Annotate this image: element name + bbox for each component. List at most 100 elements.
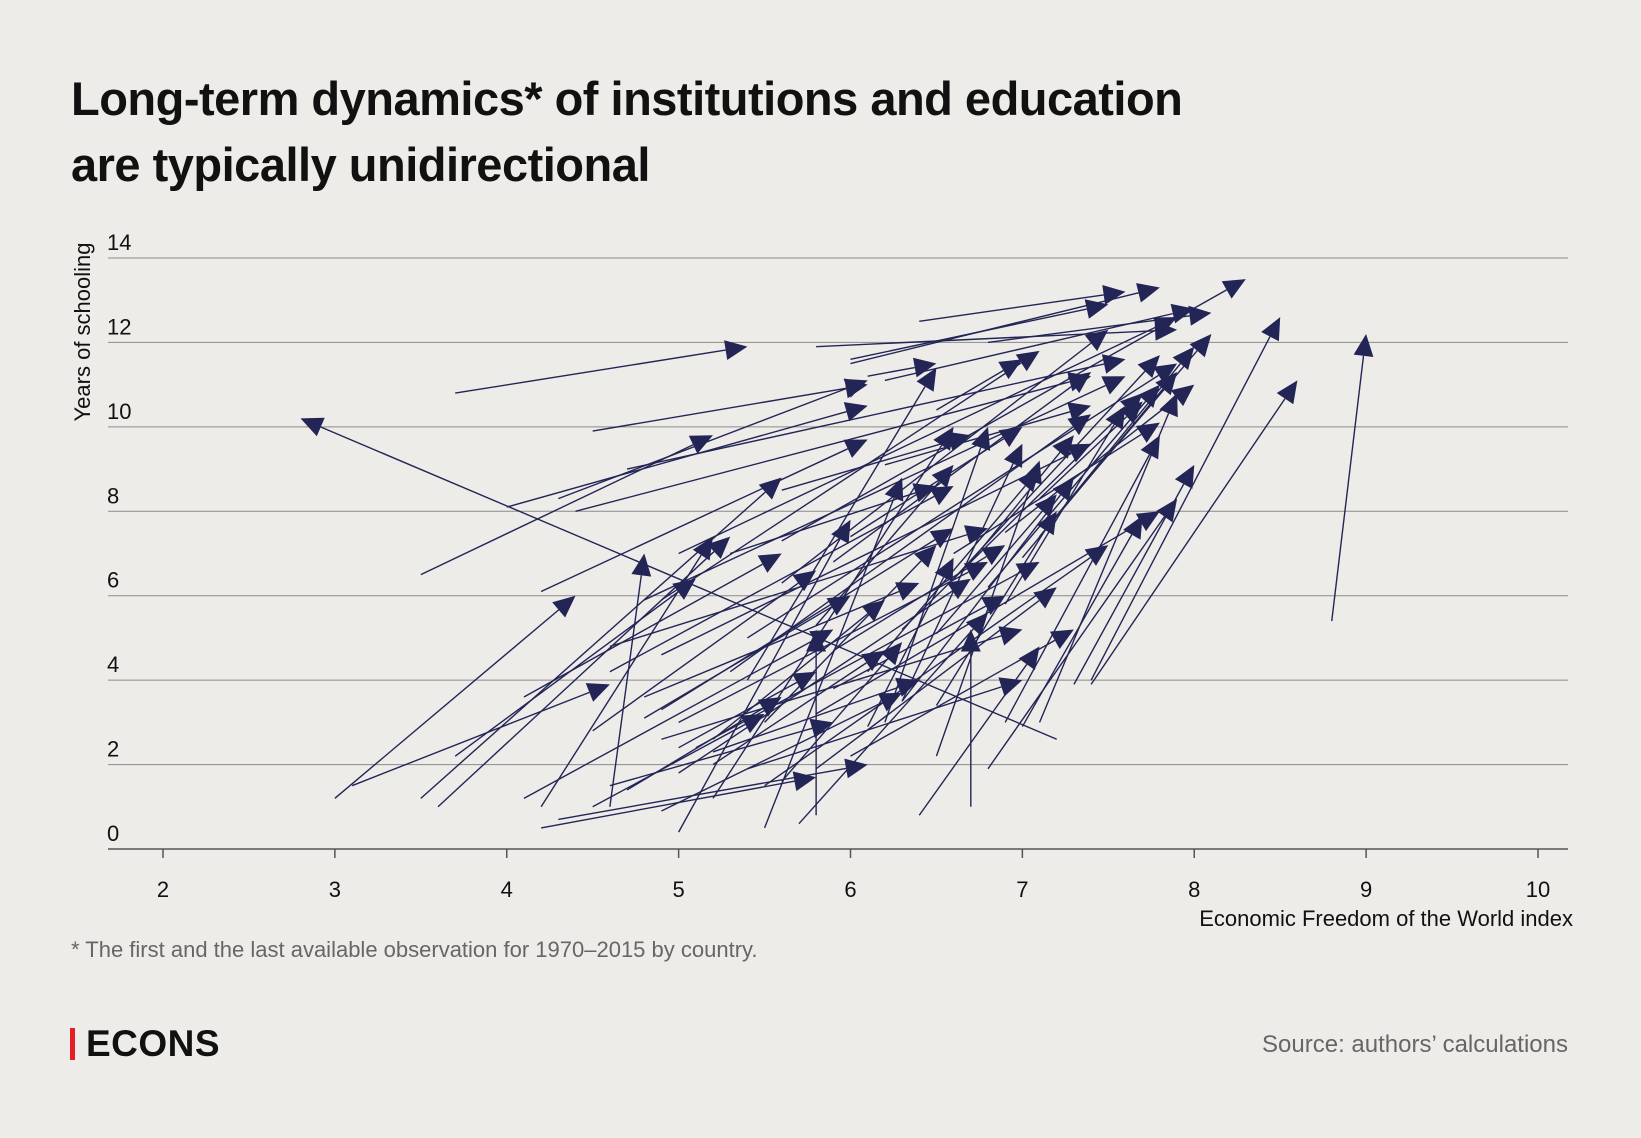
arrow-shaft [1004, 454, 1151, 723]
arrow-shaft [1039, 416, 1128, 500]
arrow-shaft [901, 408, 1128, 630]
country-arrow [609, 718, 834, 787]
country-arrow [643, 595, 851, 719]
arrow-head [895, 582, 920, 601]
arrow-head [981, 545, 1006, 566]
arrow-head [964, 525, 988, 545]
arrow-shaft [643, 606, 832, 719]
arrow-head [1353, 334, 1374, 357]
arrow-head [1033, 587, 1057, 609]
arrow-head [1123, 515, 1143, 540]
arrow-shaft [643, 384, 1106, 601]
arrow-head [1036, 511, 1057, 536]
arrow-shaft [781, 342, 1092, 584]
arrow-shaft [609, 575, 642, 807]
arrow-shaft [764, 560, 922, 723]
arrow-head [1049, 629, 1074, 649]
arrow-shaft [815, 599, 1040, 770]
arrow-shaft [661, 452, 1072, 656]
country-arrow [1004, 384, 1195, 533]
arrow-shaft [609, 727, 813, 787]
x-tick-label: 5 [673, 877, 685, 902]
arrow-head [1119, 401, 1143, 424]
arrow-shaft [678, 590, 953, 774]
arrow-head [585, 683, 610, 702]
country-arrow [678, 519, 851, 833]
arrow-head [1276, 380, 1298, 405]
y-tick-label: 8 [107, 483, 119, 508]
country-arrow [540, 439, 868, 593]
arrow-shaft [540, 780, 795, 829]
arrow-shaft [970, 451, 1061, 563]
arrow-head [1084, 545, 1109, 566]
country-arrow [523, 553, 782, 698]
country-arrow [747, 677, 1023, 770]
country-arrow [1090, 317, 1281, 681]
arrow-head [1135, 422, 1160, 443]
country-arrow [781, 431, 971, 491]
arrow-head [792, 570, 817, 592]
arrow-shaft [867, 485, 1026, 673]
country-arrow [1090, 380, 1298, 685]
arrow-head [931, 464, 954, 489]
x-tick-label: 9 [1360, 877, 1372, 902]
country-arrow [953, 422, 1160, 555]
country-arrow [334, 595, 576, 799]
country-arrow [506, 402, 868, 508]
country-arrow [884, 402, 1092, 466]
country-arrow [987, 384, 1160, 588]
arrow-head [1105, 405, 1126, 430]
arrow-shaft [1021, 534, 1133, 727]
arrow-head [300, 417, 325, 437]
arrow-shaft [643, 590, 900, 698]
x-axis-label: Economic Freedom of the World index [1199, 906, 1573, 931]
arrow-head [861, 650, 885, 672]
country-arrow [1004, 435, 1160, 723]
arrow-head [631, 553, 652, 577]
arrow-shaft [592, 582, 799, 732]
country-arrow [919, 285, 1126, 323]
arrow-head [895, 677, 920, 697]
arrow-head [912, 483, 937, 503]
arrow-head [880, 642, 903, 666]
arrow-head [1015, 561, 1040, 582]
arrow-head [913, 357, 937, 378]
arrow-shaft [746, 386, 926, 681]
arrow-shaft [540, 448, 849, 593]
country-arrow [850, 426, 1023, 538]
footnote: * The first and the last available obser… [71, 937, 758, 962]
arrow-head [1101, 376, 1126, 395]
arrow-shaft [678, 538, 841, 833]
country-arrow [626, 354, 1126, 470]
x-tick-label: 4 [501, 877, 513, 902]
arrow-head [1120, 393, 1143, 416]
arrow-head [1052, 435, 1074, 459]
country-arrows [300, 279, 1374, 833]
arrow-shaft [455, 349, 726, 394]
arrow-head [1034, 494, 1057, 518]
country-arrow [1004, 405, 1126, 605]
arrow-head [1084, 329, 1109, 352]
arrow-shaft [420, 444, 694, 576]
arrow-head [1174, 464, 1195, 489]
country-arrow [815, 587, 1057, 770]
country-arrow [592, 713, 765, 808]
arrow-shaft [850, 308, 1087, 360]
country-arrow [643, 376, 1126, 601]
arrow-shaft [1038, 413, 1170, 723]
arrow-shaft [334, 609, 560, 799]
country-arrow [678, 578, 971, 774]
arrow-shaft [626, 363, 1105, 470]
arrow-shaft [661, 635, 1002, 740]
arrow-head [809, 718, 834, 738]
arrow-shaft [351, 691, 590, 787]
brand-name: ECONS [86, 1023, 221, 1064]
country-arrow [935, 511, 1057, 706]
country-arrow [661, 692, 903, 812]
country-arrow [523, 629, 834, 799]
arrow-head [843, 402, 868, 422]
arrow-head [916, 367, 937, 392]
y-tick-label: 6 [107, 568, 119, 593]
arrow-shaft [781, 658, 889, 782]
arrow-shaft [850, 438, 1005, 538]
